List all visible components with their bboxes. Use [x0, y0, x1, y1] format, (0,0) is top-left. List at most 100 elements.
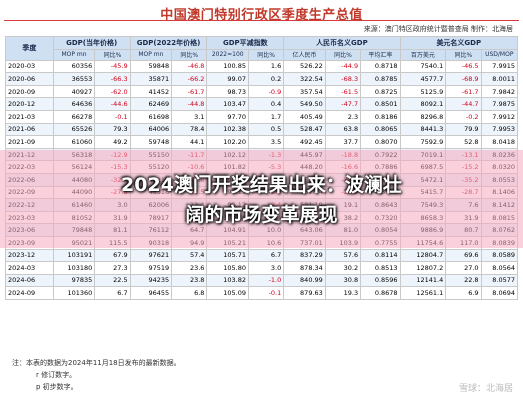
- value-cell: 1.7: [247, 109, 285, 124]
- subheader: MOP mn: [52, 48, 96, 61]
- value-cell: 878.34: [283, 261, 326, 275]
- subheader: 同比%: [171, 48, 208, 61]
- value-cell: -46.5: [445, 59, 482, 74]
- subheader: 百万美元: [399, 48, 447, 61]
- table-row: 2021-03 66278 -0.1 61698 3.1 97.70 1.7 405.49 2.…: [5, 109, 519, 124]
- value-cell: 49.2: [94, 135, 131, 149]
- value-cell: 27.3: [94, 261, 131, 275]
- value-cell: -44.8: [171, 97, 208, 111]
- value-cell: 6.7: [247, 248, 285, 263]
- table-row: 2021-06 65526 79.3 64006 78.4 102.38 0.5 528.47…: [5, 122, 519, 137]
- value-cell: 96455: [129, 286, 173, 300]
- value-cell: 405.49: [283, 109, 326, 124]
- value-cell: -61.5: [324, 84, 362, 99]
- value-cell: 65526: [52, 122, 96, 137]
- value-cell: 3.1: [171, 109, 208, 124]
- header-gdp-current: GDP(当年价格): [52, 36, 131, 50]
- header-deflator: GDP平减指数: [206, 36, 285, 50]
- value-cell: 6.7: [94, 286, 131, 300]
- value-cell: 6.9: [445, 286, 482, 300]
- value-cell: 98.73: [206, 84, 249, 99]
- divider: [4, 20, 519, 21]
- header-gdp-2022: GDP(2022年价格): [129, 36, 208, 50]
- quarter-cell: 2021-06: [5, 122, 54, 137]
- value-cell: 0.8114: [360, 248, 401, 263]
- header-rmb-gdp: 人民币名义GDP: [283, 36, 401, 50]
- value-cell: 0.8678: [360, 286, 401, 300]
- headline-line-2: 阔的市场变革展现: [185, 204, 338, 226]
- value-cell: 0.8501: [360, 97, 401, 111]
- value-cell: 8441.3: [399, 122, 447, 137]
- value-cell: 7540.1: [399, 59, 447, 74]
- value-cell: 60356: [52, 59, 96, 74]
- subheader: 同比%: [445, 48, 482, 61]
- subheader: USD/MOP: [480, 48, 519, 61]
- value-cell: 19.3: [324, 286, 362, 300]
- value-cell: 79.3: [94, 122, 131, 137]
- value-cell: 30.2: [324, 261, 362, 275]
- value-cell: 0.2: [247, 72, 285, 86]
- header-usd-gdp: 美元名义GDP: [399, 36, 519, 50]
- page-title: 中国澳门特别行政区季度生产总值: [160, 8, 363, 23]
- value-cell: 66278: [52, 109, 96, 124]
- value-cell: 492.45: [283, 135, 326, 149]
- value-cell: 7592.9: [399, 135, 447, 149]
- value-cell: 101360: [52, 286, 96, 300]
- subheader: 亿人民币: [283, 48, 326, 61]
- value-cell: -61.7: [445, 84, 482, 99]
- value-cell: -66.2: [171, 72, 208, 86]
- value-cell: -45.9: [94, 59, 131, 74]
- value-cell: -66.3: [94, 72, 131, 86]
- value-cell: 7.9953: [480, 122, 519, 137]
- value-cell: 35871: [129, 72, 173, 86]
- value-cell: -0.1: [94, 109, 131, 124]
- value-cell: 59748: [129, 135, 173, 149]
- value-cell: 549.50: [283, 97, 326, 111]
- subheader: 平均汇率: [360, 48, 401, 61]
- value-cell: 94235: [129, 273, 173, 288]
- table-row: 2020-06 36553 -66.3 35871 -66.2 99.07 0.2 322.5…: [5, 72, 519, 86]
- value-cell: 0.8065: [360, 122, 401, 137]
- value-cell: 8.0694: [480, 286, 519, 300]
- value-cell: 879.63: [283, 286, 326, 300]
- value-cell: 103.82: [206, 273, 249, 288]
- quarter-cell: 2024-09: [5, 286, 54, 300]
- value-cell: 62469: [129, 97, 173, 111]
- value-cell: 0.8513: [360, 261, 401, 275]
- table-row: 2020-12 64636 -44.6 62469 -44.8 103.47 0.4 549.…: [5, 97, 519, 111]
- gdp-table: 季度 GDP(当年价格) GDP(2022年价格) GDP平减指数 人民币名义G…: [5, 36, 519, 300]
- value-cell: 97835: [52, 273, 96, 288]
- footnote-preliminary: p 初步数字。: [36, 383, 78, 391]
- value-cell: 22.8: [445, 273, 482, 288]
- value-cell: 99.07: [206, 72, 249, 86]
- value-cell: 41452: [129, 84, 173, 99]
- value-cell: 0.4: [247, 97, 285, 111]
- value-cell: 357.54: [283, 84, 326, 99]
- subheader: 同比%: [324, 48, 362, 61]
- table-row: 2021-09 61060 49.2 59748 44.1 102.20 3.5 492.45…: [5, 135, 519, 149]
- value-cell: 12807.2: [399, 261, 447, 275]
- value-cell: 37.7: [324, 135, 362, 149]
- value-cell: 97519: [129, 261, 173, 275]
- value-cell: 8.0011: [480, 72, 519, 86]
- value-cell: -68.9: [445, 72, 482, 86]
- subheader: 2022=100: [206, 48, 249, 61]
- watermark: 雪球：北海居: [458, 384, 513, 394]
- value-cell: 78.4: [171, 122, 208, 137]
- value-cell: 8.0564: [480, 261, 519, 275]
- value-cell: 67.9: [94, 248, 131, 263]
- value-cell: 23.8: [171, 273, 208, 288]
- table-row: 2023-12 103191 67.9 97621 57.4 105.71 6.7 837.2…: [5, 248, 519, 263]
- value-cell: 63.8: [324, 122, 362, 137]
- value-cell: 840.99: [283, 273, 326, 288]
- quarter-cell: 2021-03: [5, 109, 54, 124]
- value-cell: 59848: [129, 59, 173, 74]
- value-cell: 7.9912: [480, 109, 519, 124]
- value-cell: 0.8785: [360, 72, 401, 86]
- footnote: 注：本表的数据为2024年11月18日发布的最新数据。: [12, 359, 181, 367]
- quarter-cell: 2024-03: [5, 261, 54, 275]
- value-cell: 6.8: [171, 286, 208, 300]
- value-cell: 7.9875: [480, 97, 519, 111]
- table-row: 2024-06 97835 22.5 94235 23.8 103.82 -1.0 840.9…: [5, 273, 519, 288]
- table-row: 2020-09 40927 -62.0 41452 -61.7 98.73 -0.9 357.…: [5, 84, 519, 99]
